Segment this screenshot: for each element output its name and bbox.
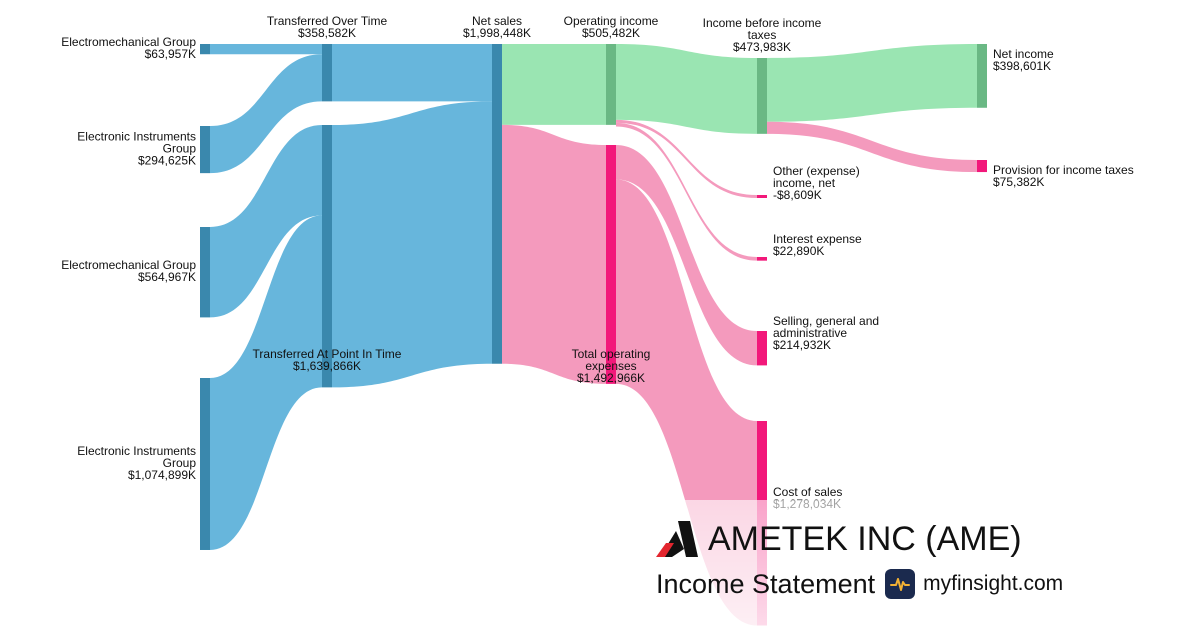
link-tpt-ns	[332, 101, 492, 388]
label-em1: Electromechanical Group $63,957K	[61, 35, 196, 61]
node-em1	[200, 44, 210, 55]
brand-block: AMETEK INC (AME) Income Statement myfins…	[656, 516, 1176, 626]
ametek-logo-icon	[656, 519, 698, 559]
node-toe	[606, 145, 616, 384]
node-tot	[322, 44, 332, 102]
label-sga: Selling, general and administrative $214,9…	[773, 314, 879, 352]
link-ei1-tot	[210, 54, 322, 174]
node-ibt	[757, 58, 767, 134]
link-oi-ibt	[616, 44, 757, 134]
link-ns-toe	[502, 124, 606, 384]
label-tot: Transferred Over Time $358,582K	[267, 14, 388, 40]
subtitle-row: Income Statement myfinsight.com	[656, 566, 1063, 602]
sankey-labels: Electromechanical Group $63,957K Electroni…	[61, 14, 1133, 511]
brand-backdrop	[650, 500, 1190, 630]
company-name: AMETEK INC (AME)	[708, 519, 1022, 558]
label-tpt: Transferred At Point In Time $1,639,866K	[253, 347, 402, 373]
label-oi: Operating income $505,482K	[564, 14, 659, 40]
node-oi	[606, 44, 616, 125]
label-int: Interest expense $22,890K	[773, 232, 862, 258]
node-tpt	[322, 125, 332, 388]
node-tax	[977, 160, 987, 173]
label-ei2: Electronic Instruments Group $1,074,899K	[77, 444, 196, 482]
node-em2	[200, 227, 210, 318]
link-ns-oi	[502, 44, 606, 125]
label-oth: Other (expense) income, net -$8,609K	[773, 164, 860, 202]
node-ei2	[200, 378, 210, 550]
label-em2: Electromechanical Group $564,967K	[61, 258, 196, 284]
pulse-icon	[885, 569, 916, 599]
node-ni	[977, 44, 987, 108]
node-sga	[757, 331, 767, 366]
company-row: AMETEK INC (AME)	[656, 516, 1022, 562]
link-em2-tpt	[210, 125, 322, 318]
link-ibt-ni	[767, 44, 977, 122]
node-oth	[757, 195, 767, 198]
label-ei1: Electronic Instruments Group $294,625K	[77, 130, 196, 168]
node-int	[757, 257, 767, 261]
link-ibt-tax	[767, 121, 977, 173]
label-ni: Net income $398,601K	[993, 47, 1054, 73]
link-ei2-tpt	[210, 215, 322, 550]
link-oi-oth	[616, 119, 757, 198]
label-tax: Provision for income taxes $75,382K	[993, 163, 1134, 189]
link-tot-ns	[332, 44, 492, 102]
site-name[interactable]: myfinsight.com	[923, 572, 1064, 595]
statement-title: Income Statement	[656, 568, 876, 599]
label-ns: Net sales $1,998,448K	[463, 14, 531, 40]
label-toe: Total operating expenses $1,492,966K	[572, 347, 651, 385]
link-em1-tot	[210, 44, 322, 55]
label-ibt: Income before income taxes $473,983K	[703, 16, 822, 54]
node-ei1	[200, 126, 210, 174]
link-toe-sga	[616, 145, 757, 366]
link-oi-int	[616, 122, 757, 261]
node-ns	[492, 44, 502, 364]
